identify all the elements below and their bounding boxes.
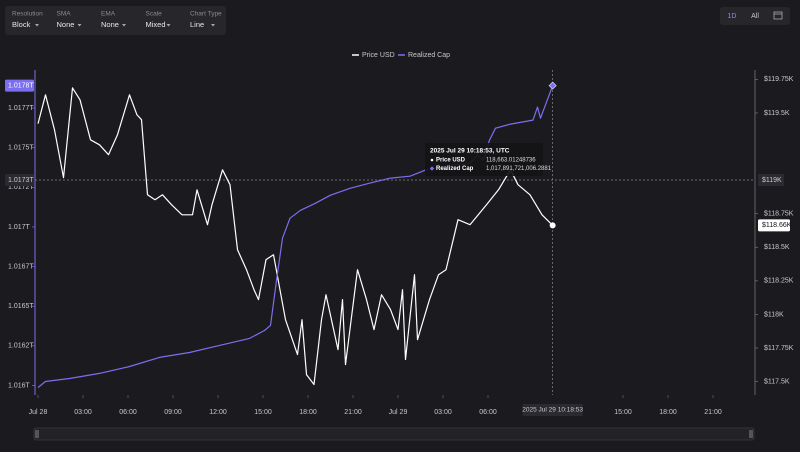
last-value-box (758, 219, 790, 232)
control-value[interactable]: Line (190, 20, 204, 29)
y2-tick-label: $118.25K (764, 278, 794, 285)
y2-tick-label: $117.5K (764, 378, 790, 385)
tooltip-name: Price USD (436, 158, 466, 164)
series-line (37, 85, 554, 388)
tooltip-name: Realized Cap (436, 166, 474, 172)
y-tick-label: 1.0167T (8, 263, 34, 270)
control-label: Resolution (12, 11, 43, 18)
x-tick-label: Jul 28 (29, 409, 48, 416)
control-value[interactable]: Mixed (146, 20, 166, 29)
last-value-label: 1.0178T (8, 82, 34, 89)
last-value-box (5, 79, 34, 92)
crosshair-y-box (5, 174, 34, 186)
y2-tick-label: $117.75K (764, 345, 794, 352)
control-label: Chart Type (190, 11, 222, 18)
y2-tick-label: $118.5K (764, 244, 790, 251)
x-tick-label: 21:00 (704, 409, 722, 416)
dropdown-arrow (166, 24, 171, 27)
x-tick-label: 12:00 (209, 409, 227, 416)
y-tick-label: 1.0165T (8, 303, 34, 310)
legend-label: Realized Cap (408, 52, 450, 59)
navigator-handle[interactable] (35, 430, 39, 438)
x-tick-label: 21:00 (344, 409, 362, 416)
y-tick-label: 1.017T (8, 224, 31, 231)
tooltip-value: 1,017,891,721,006.2881 (486, 166, 552, 172)
control-value[interactable]: Block (12, 20, 31, 29)
crosshair-y-label: 1.0173T (8, 177, 34, 184)
dropdown-arrow (211, 24, 215, 27)
navigator-handle[interactable] (749, 430, 753, 438)
y-tick-label: 1.0177T (8, 105, 34, 112)
navigator[interactable] (33, 427, 755, 441)
series-line (37, 87, 554, 386)
tooltip-diamond (429, 166, 435, 171)
y-tick-label: 1.0172T (8, 184, 34, 191)
calendar-frame (773, 11, 783, 20)
dropdown-arrow (77, 24, 82, 27)
last-point (548, 81, 557, 90)
x-tick-label: 15:00 (254, 409, 272, 416)
y2-tick-label: $118K (764, 311, 784, 318)
y2-tick-label: $119.5K (764, 110, 790, 117)
x-tick-label: 03:00 (434, 409, 452, 416)
range-button[interactable]: All (751, 13, 759, 20)
x-tick-label: Jul 29 (389, 409, 408, 416)
y-tick-label: 1.0175T (8, 145, 34, 152)
last-point (549, 222, 556, 229)
control-value[interactable]: None (101, 20, 119, 29)
crosshair-y2-label: $119K (762, 177, 782, 184)
y2-tick-label: $119.75K (764, 76, 794, 83)
x-tick-label: 09:00 (164, 409, 182, 416)
legend-label: Price USD (362, 52, 395, 59)
control-label: SMA (57, 11, 72, 18)
crosshair-x-box (522, 404, 583, 416)
y-tick-label: 1.0162T (8, 343, 34, 350)
tooltip-value: 118,663.01248736 (486, 158, 536, 164)
y2-tick-label: $118.75K (764, 211, 794, 218)
x-tick-label: 18:00 (659, 409, 677, 416)
toolbar (5, 6, 226, 35)
calendar-icon[interactable] (773, 11, 783, 20)
control-label: Scale (146, 11, 163, 18)
control-value[interactable]: None (57, 20, 75, 29)
x-tick-label: 15:00 (614, 409, 632, 416)
dropdown-arrow (35, 24, 39, 27)
crosshair-y2-box (758, 174, 784, 186)
x-tick-label: 06:00 (119, 409, 137, 416)
crosshair-x-label: 2025 Jul 29 10:18:53 (522, 407, 583, 414)
range-button[interactable]: 1D (728, 13, 737, 20)
control-label: EMA (101, 11, 116, 18)
tooltip-title: 2025 Jul 29 10:18:53, UTC (430, 148, 510, 155)
x-tick-label: 03:00 (74, 409, 92, 416)
tooltip-dot (430, 158, 434, 162)
dropdown-arrow (122, 24, 126, 27)
range-selector (720, 7, 790, 25)
y-tick-label: 1.016T (8, 382, 31, 389)
last-value-label: $118.66K (762, 222, 792, 229)
x-tick-label: 06:00 (479, 409, 497, 416)
tooltip (425, 143, 543, 176)
x-tick-label: 18:00 (299, 409, 317, 416)
